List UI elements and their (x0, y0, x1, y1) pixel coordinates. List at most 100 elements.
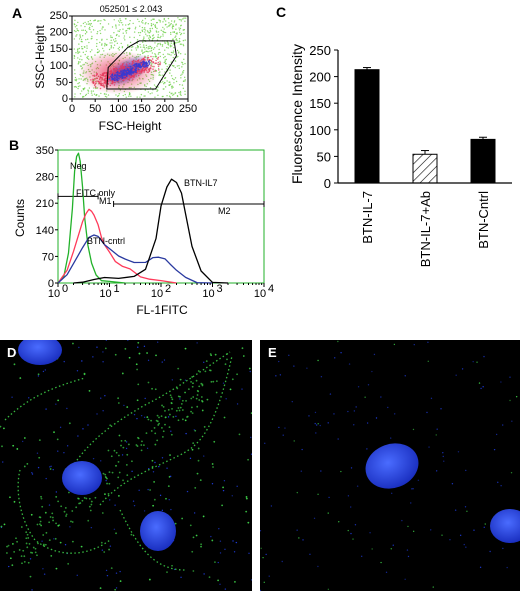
scatter-point-bg (75, 78, 78, 81)
scatter-point-bg (137, 46, 139, 48)
scatter-point-bg (114, 37, 117, 40)
scatter-point-bg (73, 55, 76, 57)
membrane-speckle (20, 526, 23, 528)
scatter-point-bg (85, 50, 87, 52)
scatter-point-bg (172, 94, 174, 96)
scatter-point-red (136, 59, 139, 62)
speckle (105, 479, 107, 482)
membrane-speckle (226, 358, 228, 361)
membrane-speckle (140, 444, 143, 446)
speckle (105, 340, 108, 341)
speckle (250, 436, 252, 439)
scatter-point-bg (162, 35, 164, 37)
scatter-point-bg (165, 63, 167, 65)
speckle (348, 363, 351, 365)
scatter-point-bg (143, 46, 146, 48)
speckle (302, 539, 304, 541)
scatter-point-bg (126, 29, 128, 32)
membrane-speckle (88, 505, 91, 508)
speckle (113, 528, 116, 530)
scatter-point-red (110, 69, 112, 72)
speckle (502, 547, 504, 550)
speckle (440, 408, 442, 410)
speckle (430, 397, 433, 400)
scatter-point-bg (178, 91, 180, 94)
scatter-point-red (121, 66, 124, 69)
scatter-point-bg (167, 25, 170, 27)
speckle (29, 575, 32, 578)
membrane-speckle (26, 546, 29, 549)
scatter-point-bg (182, 71, 184, 73)
scatter-point-bg (152, 18, 154, 20)
speckle (103, 551, 106, 553)
scatter-point-red (117, 70, 120, 72)
scatter-point-bg (105, 96, 108, 98)
scatter-point-red (103, 72, 106, 74)
speckle (176, 387, 179, 390)
speckle (136, 368, 139, 371)
bar-category-label: BTN-Cntrl (476, 191, 491, 249)
scatter-point-red (132, 75, 135, 78)
scatter-point-red (145, 68, 147, 71)
scatter-point-bg (180, 77, 182, 79)
membrane-speckle (236, 373, 238, 376)
scatter-point-bg (164, 55, 166, 58)
scatter-point-bg (180, 43, 182, 45)
membrane-speckle (180, 402, 183, 405)
speckle (115, 532, 117, 535)
membrane-speckle (181, 418, 184, 421)
scatter-point-bg (183, 29, 186, 31)
membrane-speckle (224, 363, 227, 366)
speckle (380, 561, 382, 564)
scatter-point-bg (170, 75, 173, 77)
scatter-point-bg (168, 25, 171, 27)
speckle (412, 428, 415, 431)
speckle (224, 588, 227, 590)
membrane-speckle (49, 516, 52, 518)
speckle (148, 578, 151, 581)
scatter-point-bg (164, 42, 167, 44)
scatter-point-bg (82, 51, 85, 54)
scatter-point-bg (119, 18, 121, 20)
scatter-point-red (146, 59, 149, 61)
speckle (315, 432, 317, 434)
scatter-point-bg (128, 95, 130, 97)
speckle (56, 438, 59, 441)
membrane-speckle (164, 423, 166, 426)
scatter-point-bg (73, 38, 76, 40)
speckle (159, 494, 162, 497)
scatter-point-blue (117, 73, 119, 75)
scatter-point-bg (136, 45, 139, 47)
membrane-speckle (195, 397, 198, 400)
scatter-point-bg (79, 35, 81, 37)
speckle (222, 382, 225, 384)
speckle (196, 342, 198, 344)
scatter-point-bg (156, 31, 158, 33)
bar-0 (354, 69, 380, 184)
scatter-point-bg (120, 19, 122, 22)
histogram-ytick-label: 210 (36, 198, 54, 210)
scatter-point-bg (171, 87, 173, 89)
membrane-speckle (157, 424, 160, 426)
speckle (133, 413, 136, 416)
speckle (195, 534, 198, 537)
speckle (42, 370, 45, 373)
speckle (337, 438, 339, 440)
scatter-point-bg (143, 28, 145, 31)
scatter-point-bg (108, 48, 111, 51)
scatter-point-bg (164, 76, 167, 79)
scatter-point-red (135, 72, 138, 75)
scatter-point-bg (169, 83, 172, 86)
scatter-point-red (157, 56, 160, 59)
speckle (63, 452, 65, 454)
speckle (245, 496, 248, 498)
histogram-line-btn-il7 (73, 178, 229, 284)
speckle (200, 545, 202, 548)
speckle (248, 552, 250, 554)
scatter-point-bg (173, 31, 176, 34)
speckle (40, 524, 43, 527)
scatter-point-bg (122, 32, 124, 34)
scatter-point-bg (149, 87, 152, 89)
scatter-point-bg (179, 52, 182, 55)
scatter-point-bg (184, 79, 186, 81)
